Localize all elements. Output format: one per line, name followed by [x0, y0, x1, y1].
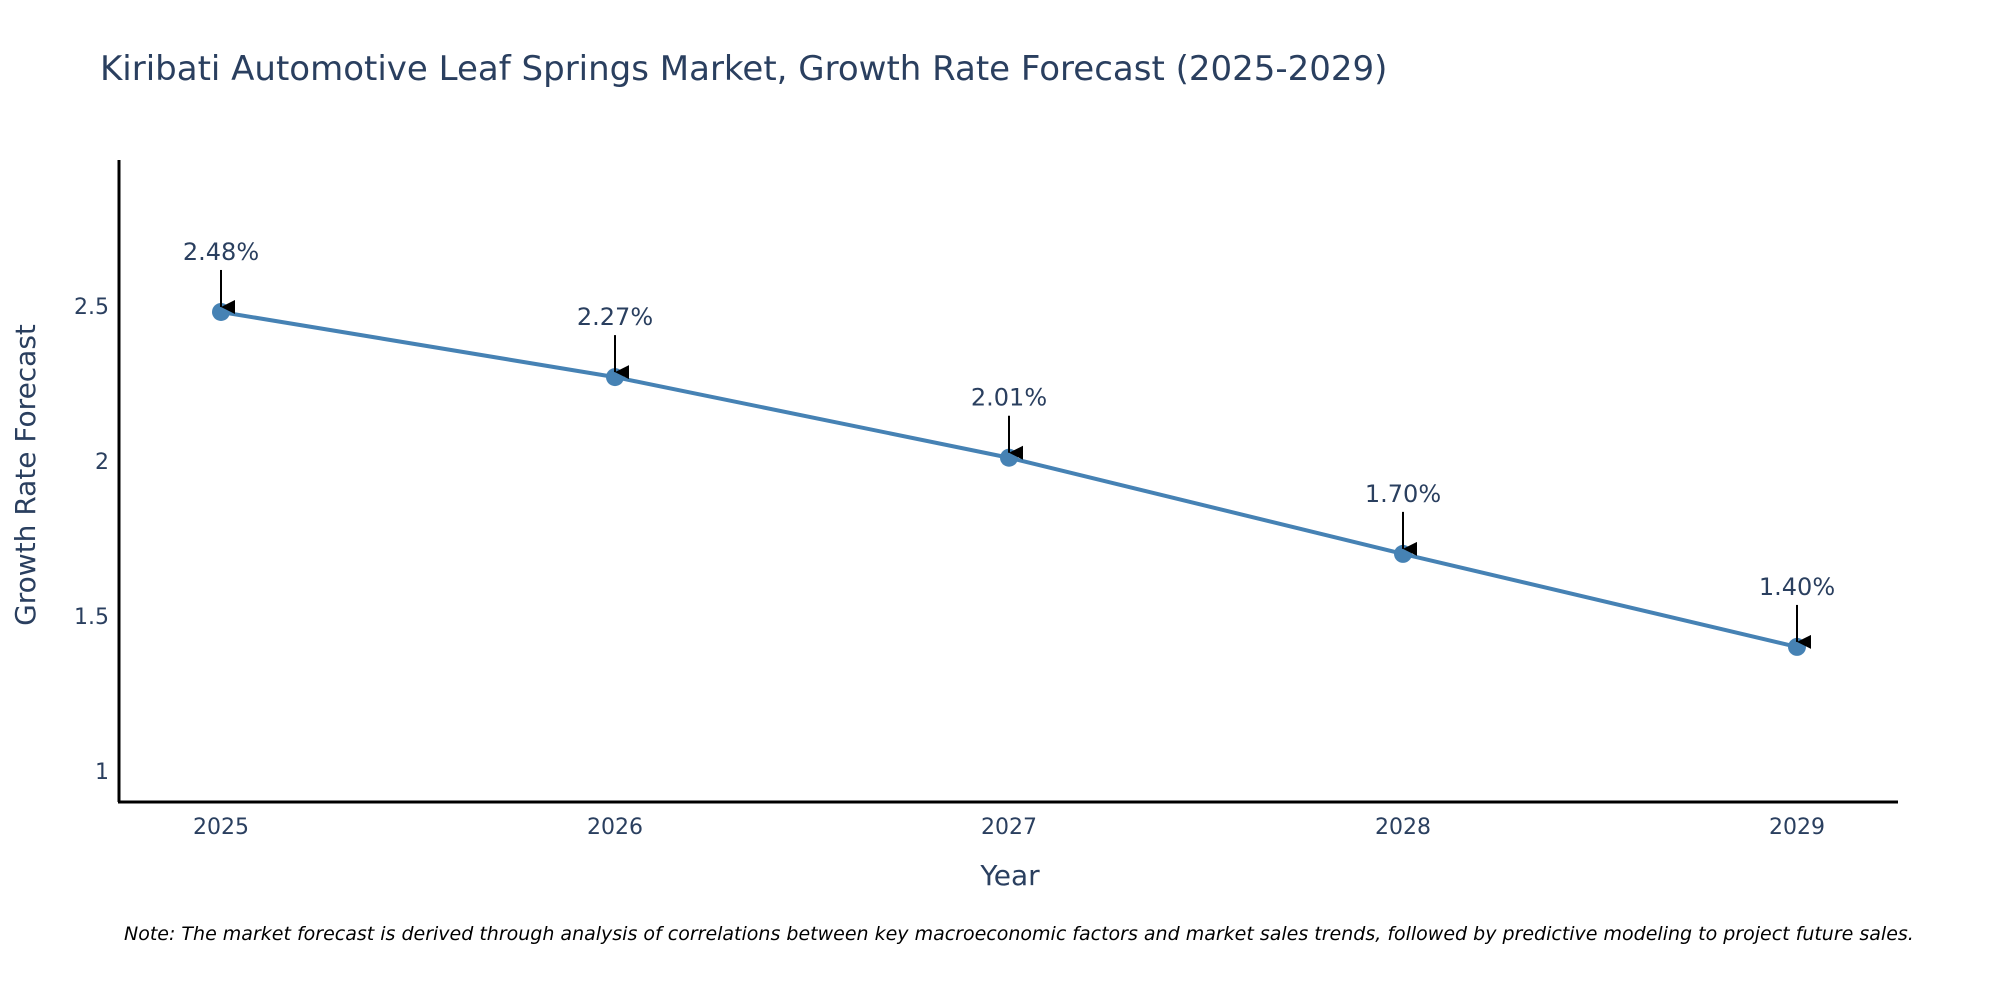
forecast-note: Note: The market forecast is derived thr… — [124, 923, 1914, 945]
y-tick-label: 1 — [95, 760, 109, 785]
data-label: 1.40% — [1759, 573, 1835, 601]
data-label: 2.01% — [971, 384, 1047, 412]
y-tick-label: 2.5 — [74, 295, 109, 320]
x-tick-label: 2025 — [193, 815, 249, 840]
x-axis-title: Year — [979, 859, 1040, 892]
x-tick-label: 2029 — [1769, 815, 1825, 840]
chart-title: Kiribati Automotive Leaf Springs Market,… — [100, 49, 1387, 89]
data-label: 2.48% — [183, 238, 259, 266]
data-label: 1.70% — [1365, 480, 1441, 508]
x-tick-label: 2027 — [981, 815, 1037, 840]
data-label: 2.27% — [577, 303, 653, 331]
y-axis-title: Growth Rate Forecast — [9, 324, 42, 626]
plot-area: 1 1.5 2 2.5 2025 2026 2027 2028 2029 2.48% 2.27% 2.… — [74, 160, 1898, 840]
x-tick-label: 2026 — [587, 815, 643, 840]
y-tick-label: 2 — [95, 450, 109, 475]
series-line — [220, 309, 1798, 649]
y-tick-label: 1.5 — [74, 605, 109, 630]
x-tick-label: 2028 — [1375, 815, 1431, 840]
